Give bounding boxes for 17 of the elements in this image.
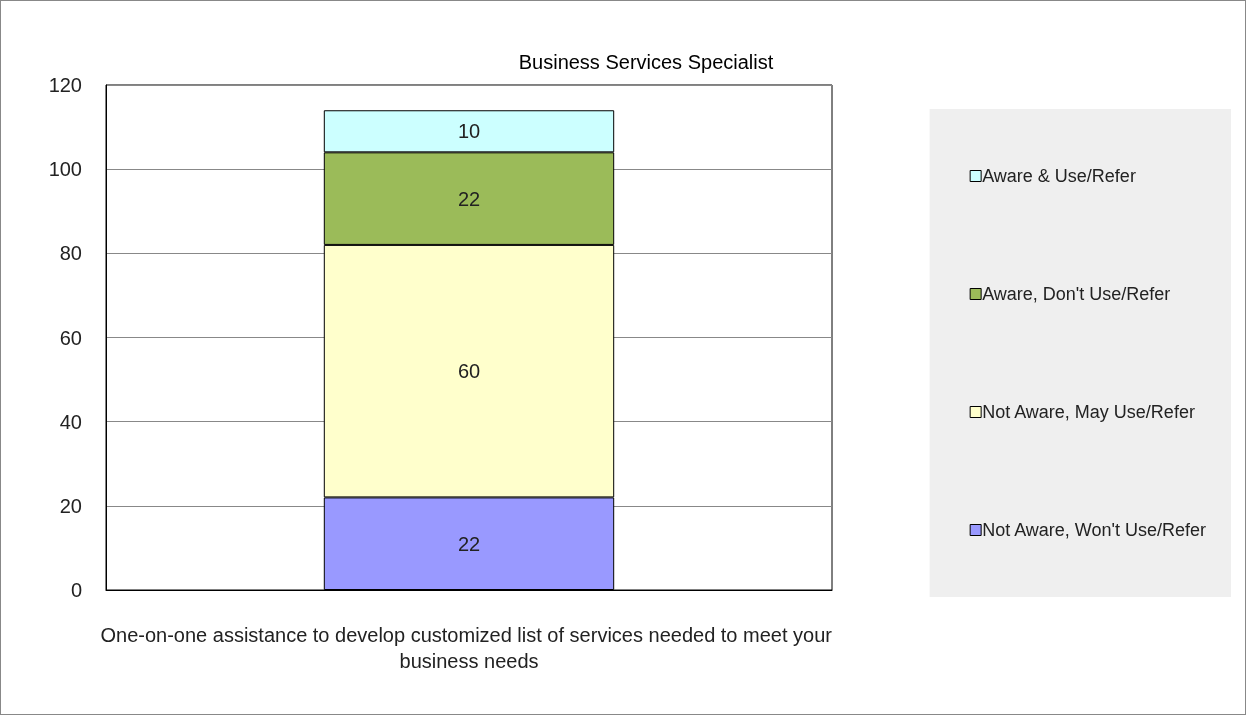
- x-tick-label: One-on-one assistance to develop customized list of services needed to meet your business needs: [100, 624, 838, 672]
- data-label: 60: [457, 360, 481, 383]
- legend-label: Aware & Use/Refer: [982, 166, 1136, 186]
- data-label: 10: [457, 120, 481, 143]
- y-tick-label: 40: [59, 410, 82, 433]
- y-tick-label: 80: [59, 242, 82, 265]
- y-tick-label: 0: [70, 579, 82, 601]
- data-label: 22: [457, 532, 481, 555]
- data-label: 22: [457, 187, 481, 210]
- legend-label: Aware, Don't Use/Refer: [982, 284, 1171, 304]
- y-tick-label: 60: [59, 326, 82, 349]
- legend-label: Not Aware, Won't Use/Refer: [982, 520, 1207, 540]
- legend-label: Not Aware, May Use/Refer: [982, 402, 1195, 422]
- y-tick-label: 100: [48, 158, 82, 181]
- y-tick-label: 20: [59, 494, 82, 517]
- y-tick-label: 120: [48, 74, 82, 96]
- chart-title: Business Services Specialist: [518, 51, 774, 73]
